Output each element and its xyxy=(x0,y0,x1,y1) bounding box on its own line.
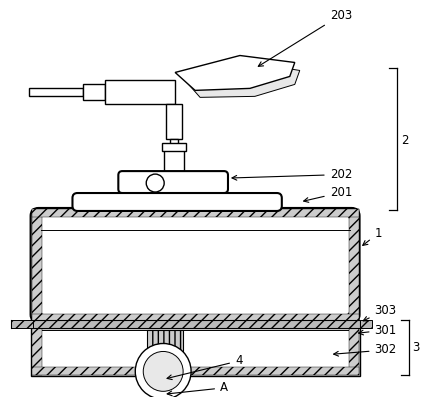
Bar xyxy=(166,104,182,139)
Bar xyxy=(41,330,350,369)
Bar xyxy=(159,365,171,371)
Text: 203: 203 xyxy=(258,9,352,66)
Bar xyxy=(164,149,184,171)
Bar xyxy=(11,320,33,328)
Text: 302: 302 xyxy=(334,343,397,357)
Bar xyxy=(153,357,177,365)
Bar xyxy=(349,322,358,375)
FancyBboxPatch shape xyxy=(118,171,228,193)
Bar xyxy=(31,209,358,217)
Circle shape xyxy=(146,174,164,192)
Text: 2: 2 xyxy=(401,134,409,147)
Bar xyxy=(31,322,360,377)
FancyBboxPatch shape xyxy=(41,216,350,314)
Bar xyxy=(31,314,358,322)
Text: 301: 301 xyxy=(358,324,397,337)
Bar xyxy=(147,330,183,359)
Bar xyxy=(31,367,358,375)
Circle shape xyxy=(143,351,183,391)
Text: 3: 3 xyxy=(412,341,420,354)
Bar xyxy=(31,320,360,328)
Bar xyxy=(83,84,105,100)
Bar xyxy=(162,143,186,151)
Text: 303: 303 xyxy=(363,304,396,321)
Bar xyxy=(349,209,358,322)
Text: 1: 1 xyxy=(363,227,382,246)
Text: 202: 202 xyxy=(232,168,352,181)
Polygon shape xyxy=(185,62,300,98)
Text: 201: 201 xyxy=(303,186,352,202)
Circle shape xyxy=(135,343,191,398)
Polygon shape xyxy=(175,55,295,90)
Bar xyxy=(29,88,83,96)
Bar xyxy=(31,322,42,375)
Text: 4: 4 xyxy=(167,355,242,380)
Bar xyxy=(170,139,178,149)
Text: A: A xyxy=(167,381,228,396)
FancyBboxPatch shape xyxy=(31,208,360,322)
FancyBboxPatch shape xyxy=(73,193,282,211)
Bar xyxy=(31,209,42,322)
Bar xyxy=(105,80,175,104)
Bar xyxy=(360,320,372,328)
